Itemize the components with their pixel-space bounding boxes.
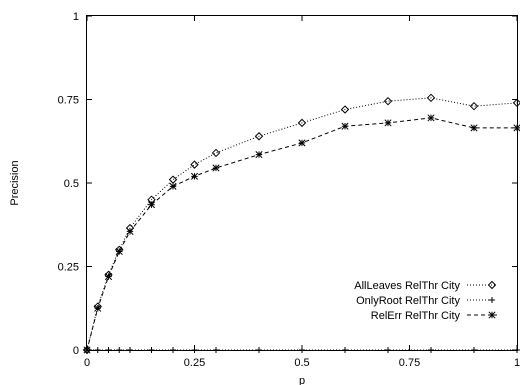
- data-point: [426, 93, 436, 103]
- x-axis-label: p: [299, 375, 305, 385]
- y-tick-label: 0.25: [58, 262, 79, 274]
- y-tick-label: 1: [73, 11, 79, 23]
- data-point: [147, 201, 156, 209]
- data-point: [126, 227, 134, 235]
- x-tick-label: 0.5: [294, 357, 309, 369]
- data-point: [170, 347, 176, 353]
- x-tick-label: 0.75: [399, 357, 420, 369]
- data-point: [427, 114, 435, 122]
- legend-swatch-marker: [487, 280, 497, 290]
- data-point: [94, 347, 101, 353]
- data-point: [469, 101, 479, 111]
- data-point: [148, 347, 155, 353]
- data-point: [256, 347, 262, 353]
- data-point: [190, 160, 199, 169]
- y-tick-label: 0: [73, 345, 79, 357]
- x-tick-label: 1: [514, 357, 520, 369]
- y-tick-label: 0.5: [64, 178, 79, 190]
- data-point: [513, 124, 520, 132]
- data-point: [213, 347, 219, 353]
- data-point: [384, 119, 392, 127]
- data-point: [254, 132, 264, 141]
- series-1: [82, 93, 520, 355]
- data-point: [383, 96, 393, 106]
- y-tick-label: 0.75: [58, 95, 79, 107]
- series-3: [83, 114, 520, 354]
- data-point: [94, 304, 102, 312]
- series-layer: [82, 93, 520, 355]
- data-point: [212, 164, 220, 172]
- x-tick-label: 0.25: [184, 357, 205, 369]
- data-point: [105, 347, 112, 353]
- data-point: [341, 122, 349, 130]
- axis-ticks: 0 0.25 0.5 0.75 1 0 0.25 0.5 0.75 1: [58, 11, 520, 369]
- data-point: [299, 347, 305, 353]
- data-point: [470, 124, 478, 132]
- data-point: [168, 175, 178, 184]
- data-point: [342, 347, 348, 353]
- data-point: [127, 347, 133, 353]
- data-point: [211, 148, 221, 158]
- data-point: [116, 347, 123, 353]
- data-point: [169, 182, 177, 190]
- data-point: [83, 346, 91, 354]
- data-point: [191, 347, 198, 353]
- data-point: [190, 172, 199, 180]
- data-point: [340, 105, 350, 114]
- data-point: [471, 347, 477, 353]
- data-point: [512, 98, 520, 108]
- x-tick-label: 0: [84, 357, 90, 369]
- legend-label: RelErr RelThr City: [371, 310, 461, 322]
- data-point: [298, 139, 306, 147]
- data-point: [255, 151, 263, 159]
- data-point: [297, 118, 307, 128]
- legend-swatch-marker: [488, 311, 496, 319]
- data-point: [82, 345, 92, 355]
- data-point: [428, 347, 434, 353]
- data-point: [104, 272, 113, 281]
- series-line: [86, 117, 517, 351]
- legend-label: AllLeaves RelThr City: [354, 280, 460, 292]
- legend: AllLeaves RelThr City OnlyRoot RelThr Cit…: [354, 280, 497, 322]
- data-point: [514, 347, 520, 353]
- y-axis-label: Precision: [9, 160, 21, 205]
- legend-swatch-marker: [489, 297, 495, 303]
- data-point: [385, 347, 391, 353]
- legend-label: OnlyRoot RelThr City: [356, 295, 460, 307]
- data-point: [115, 247, 123, 256]
